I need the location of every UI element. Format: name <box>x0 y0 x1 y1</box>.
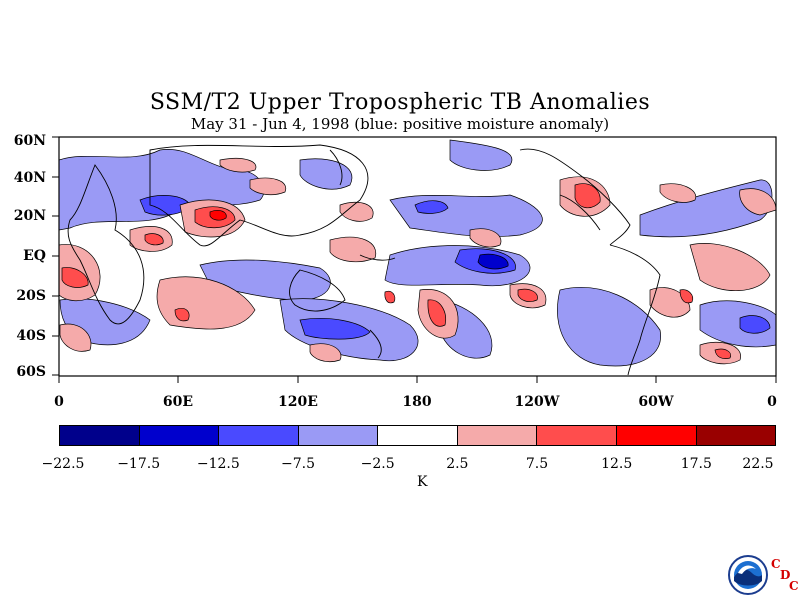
colorbar-swatch <box>219 426 299 445</box>
colorbar-tick-label: −22.5 <box>41 456 85 472</box>
lat-label: 20S <box>16 288 46 304</box>
lon-label: 0 <box>767 394 777 410</box>
bright-red-anomaly <box>209 210 227 221</box>
colorbar <box>59 425 776 446</box>
colorbar-swatch <box>298 426 379 445</box>
colorbar-tick-label: 17.5 <box>680 456 712 472</box>
colorbar-swatch <box>537 426 617 445</box>
lon-label: 60W <box>638 394 674 410</box>
colorbar-tick-label: −17.5 <box>117 456 161 472</box>
coastlines <box>67 144 661 376</box>
lat-label: 40S <box>16 328 46 344</box>
map-title: SSM/T2 Upper Tropospheric TB Anomalies <box>149 90 651 115</box>
lat-label: 40N <box>13 170 46 186</box>
colorbar-swatch <box>60 426 140 445</box>
lon-label: 180 <box>402 394 432 410</box>
lat-label: EQ <box>23 248 46 264</box>
cdc-letter: C <box>771 557 781 571</box>
lon-label: 60E <box>162 394 194 410</box>
colorbar-tick-label: 7.5 <box>525 456 549 472</box>
colorbar-swatch <box>616 426 697 445</box>
lat-label: 20N <box>13 208 46 224</box>
colorbar-swatch <box>378 426 458 445</box>
colorbar-tick-label: 22.5 <box>742 456 774 472</box>
lon-label: 0 <box>54 394 64 410</box>
anomaly-field <box>59 137 776 376</box>
colorbar-swatch <box>696 426 776 445</box>
colorbar-tick-label: 12.5 <box>601 456 633 472</box>
lon-label: 120E <box>278 394 318 410</box>
axis-ticks <box>52 136 777 383</box>
cdc-letter: D <box>780 568 791 582</box>
colorbar-unit: K <box>417 474 428 490</box>
cdc-letter: C <box>789 579 799 593</box>
noaa-logo <box>728 555 768 595</box>
lon-label: 120W <box>514 394 560 410</box>
red-anomalies <box>61 183 731 359</box>
colorbar-swatch <box>139 426 220 445</box>
map-subtitle: May 31 - Jun 4, 1998 (blue: positive moi… <box>190 115 610 133</box>
lat-label: 60N <box>13 133 46 149</box>
dark-blue-anomaly <box>477 253 509 270</box>
colorbar-tick-label: −7.5 <box>281 456 315 472</box>
colorbar-swatch <box>457 426 538 445</box>
colorbar-tick-label: −12.5 <box>196 456 240 472</box>
colorbar-tick-label: 2.5 <box>446 456 469 472</box>
colorbar-tick-label: −2.5 <box>360 456 395 472</box>
lat-label: 60S <box>16 364 46 380</box>
